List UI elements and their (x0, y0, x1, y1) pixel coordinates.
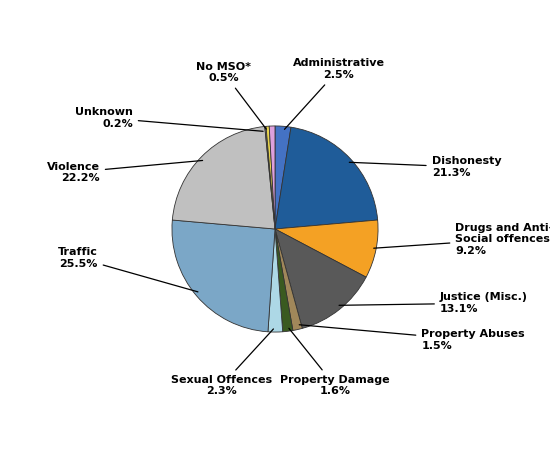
Wedge shape (275, 229, 366, 328)
Text: Property Abuses
1.5%: Property Abuses 1.5% (299, 325, 525, 351)
Text: Violence
22.2%: Violence 22.2% (47, 160, 202, 183)
Text: Sexual Offences
2.3%: Sexual Offences 2.3% (171, 329, 273, 397)
Wedge shape (172, 126, 275, 229)
Text: No MSO*
0.5%: No MSO* 0.5% (196, 61, 266, 129)
Text: Traffic
25.5%: Traffic 25.5% (58, 247, 198, 292)
Text: Justice (Misc.)
13.1%: Justice (Misc.) 13.1% (339, 292, 528, 314)
Wedge shape (275, 127, 378, 229)
Text: Dishonesty
21.3%: Dishonesty 21.3% (349, 156, 501, 178)
Wedge shape (275, 126, 291, 229)
Wedge shape (275, 229, 302, 331)
Wedge shape (268, 229, 283, 332)
Wedge shape (172, 220, 275, 332)
Wedge shape (275, 220, 378, 277)
Text: Administrative
2.5%: Administrative 2.5% (284, 59, 385, 129)
Wedge shape (269, 126, 275, 229)
Wedge shape (265, 126, 275, 229)
Text: Property Damage
1.6%: Property Damage 1.6% (280, 328, 389, 397)
Wedge shape (266, 126, 275, 229)
Text: Drugs and Anti-
Social offences
9.2%: Drugs and Anti- Social offences 9.2% (374, 223, 550, 256)
Text: Unknown
0.2%: Unknown 0.2% (75, 107, 263, 131)
Wedge shape (275, 229, 293, 332)
